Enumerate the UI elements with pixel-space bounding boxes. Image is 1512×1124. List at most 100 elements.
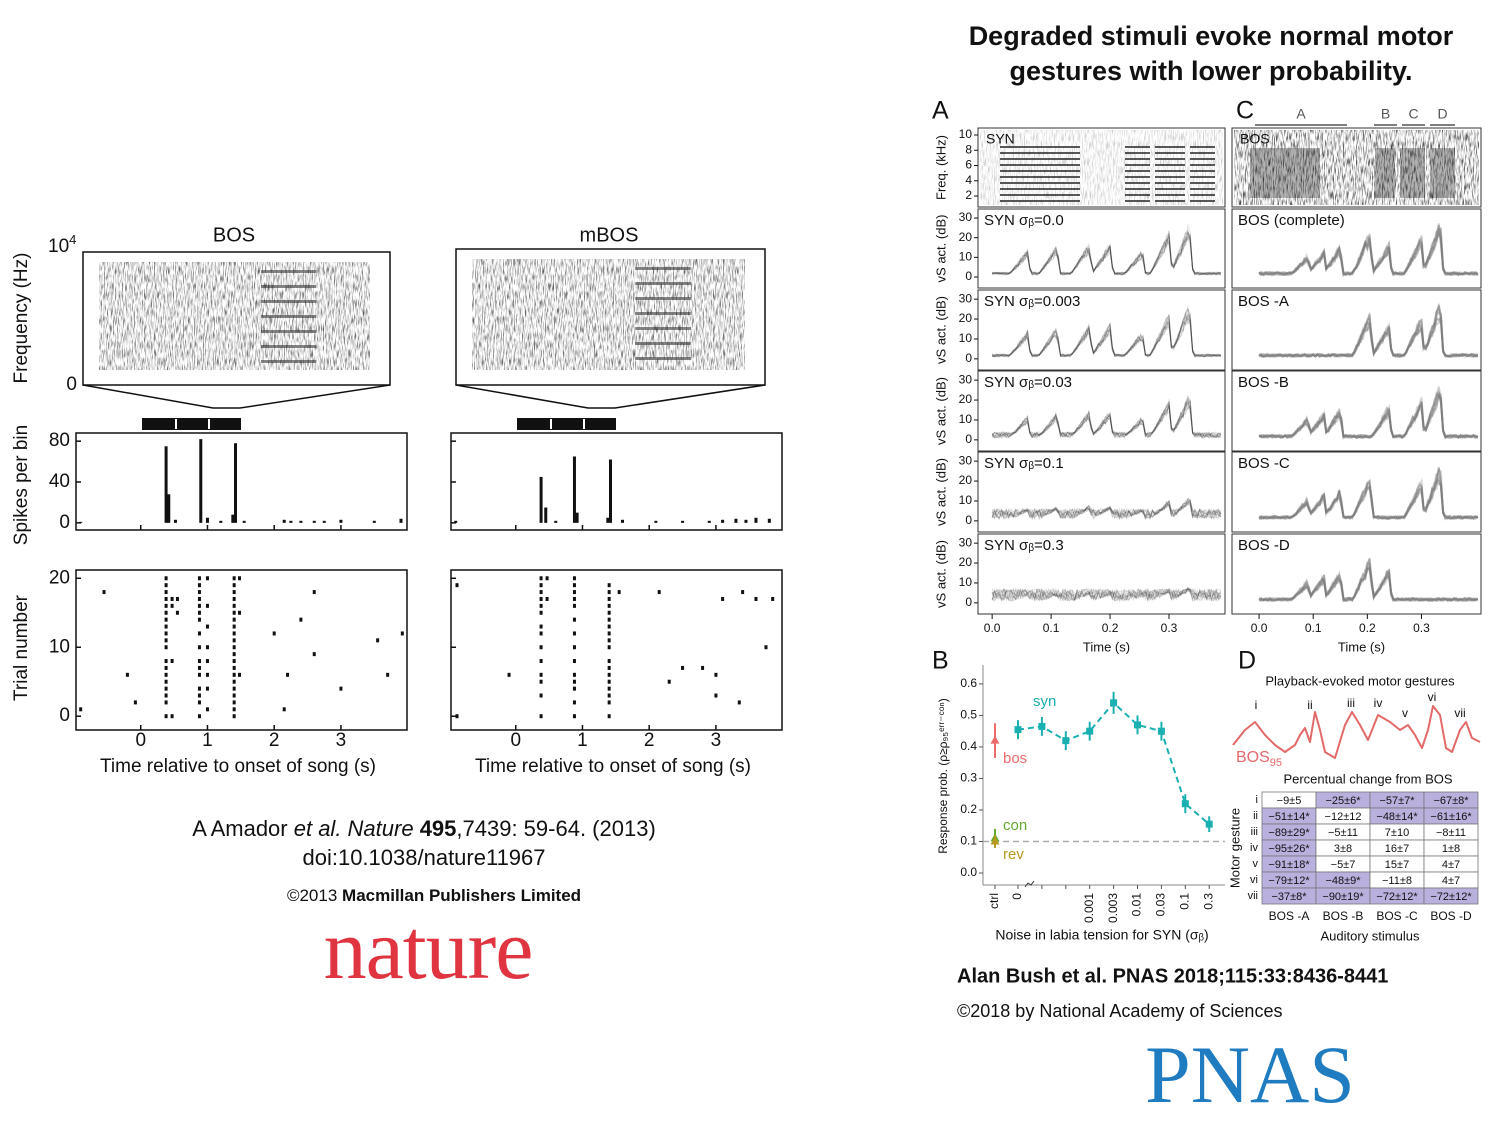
- y-tick-label: 20: [49, 567, 70, 588]
- gesture-label: v: [1402, 706, 1408, 720]
- harmonic: [1000, 158, 1080, 160]
- vs-trace: [992, 308, 1222, 358]
- spike-dot: [607, 638, 611, 643]
- spike-dot: [197, 714, 201, 719]
- spike-dot: [197, 603, 201, 608]
- y-tick-label: 10: [959, 127, 973, 141]
- spike-dot: [607, 596, 611, 601]
- harmonic: [1000, 200, 1080, 202]
- y-tick-label: 0: [59, 512, 70, 533]
- row-label: SYN σᵦ=0.003: [984, 293, 1080, 310]
- y-tick-label: 20: [959, 555, 973, 569]
- y-tick-label: 80: [49, 430, 70, 451]
- spike-dot: [572, 603, 576, 608]
- row-frame: [977, 127, 1226, 208]
- row-frame: [977, 451, 1226, 533]
- motor-trace: [1232, 705, 1481, 759]
- spike-dot: [232, 693, 236, 698]
- vs-trace: [1258, 467, 1479, 521]
- harmonic: [1155, 164, 1185, 166]
- vs-trace: [992, 499, 1222, 521]
- spike-bar: [681, 520, 685, 523]
- panel-letter: B: [932, 647, 949, 675]
- vs-trace: [991, 232, 1222, 276]
- table-cell-text: −95±26*: [1268, 843, 1310, 855]
- pnas-logo: PNAS: [1145, 1029, 1355, 1120]
- harmonic: [1155, 176, 1185, 178]
- spike-dot: [232, 652, 236, 657]
- y-tick-label: 0: [59, 705, 70, 726]
- harmonic: [1000, 182, 1080, 184]
- spike-dot: [572, 659, 576, 664]
- x-tick-label: 0.3: [1413, 621, 1430, 635]
- vs-trace: [991, 400, 1222, 439]
- spike-dot: [232, 679, 236, 684]
- vs-trace: [991, 312, 1222, 358]
- row-frame: [1231, 451, 1482, 533]
- vs-trace: [1258, 560, 1479, 603]
- table-cell-text: 4±7: [1442, 859, 1460, 871]
- spike-dot: [164, 679, 168, 684]
- spike-dot: [205, 624, 209, 629]
- spike-dot: [539, 624, 543, 629]
- row-label: vi: [1250, 874, 1258, 886]
- vs-trace: [1258, 224, 1479, 277]
- table-cell-text: 15±7: [1385, 859, 1409, 871]
- vs-trace: [1258, 468, 1479, 521]
- harmonic: [1000, 188, 1080, 190]
- point: [990, 836, 1000, 845]
- spectrogram-label: SYN: [986, 131, 1015, 147]
- spike-dot: [607, 693, 611, 698]
- vs-trace: [991, 231, 1222, 276]
- spike-dot: [539, 576, 543, 581]
- nature-logo: nature: [324, 901, 533, 997]
- song-bar: [142, 418, 241, 430]
- vs-trace: [1258, 223, 1479, 278]
- vs-trace: [991, 400, 1222, 439]
- spike-dot: [721, 596, 725, 601]
- spike-dot: [170, 596, 174, 601]
- spike-dot: [714, 672, 718, 677]
- spike-bar: [219, 520, 223, 523]
- table-cell: [1423, 887, 1479, 905]
- spike-dot: [286, 672, 290, 677]
- panel-title: mBOS: [580, 224, 639, 246]
- vs-trace: [991, 502, 1222, 521]
- row-frame: [1231, 370, 1482, 452]
- x-tick-label: 0.03: [1154, 893, 1168, 917]
- vs-trace: [992, 398, 1221, 439]
- vs-trace: [991, 588, 1222, 602]
- spike-bar: [233, 443, 237, 523]
- spike-dot: [737, 700, 741, 705]
- spike-dot: [164, 659, 168, 664]
- vs-trace: [991, 587, 1222, 602]
- table-cell-text: 16±7: [1385, 843, 1409, 855]
- vs-trace: [991, 307, 1222, 358]
- y-tick-label: 30: [959, 535, 973, 549]
- spike-bar: [79, 521, 83, 523]
- vs-trace: [1258, 558, 1479, 603]
- harmonic: [1155, 194, 1185, 196]
- x-axis-label: Time relative to onset of song (s): [475, 756, 751, 777]
- table-cell-text: −57±7*: [1379, 795, 1415, 807]
- harmonic: [1155, 182, 1185, 184]
- row-label: SYN σᵦ=0.3: [984, 537, 1064, 554]
- harmonic: [1125, 176, 1150, 178]
- vs-trace: [991, 232, 1221, 276]
- harmonic: [635, 297, 691, 300]
- x-axis-label: Auditory stimulus: [1321, 928, 1420, 943]
- harmonic: [1125, 146, 1150, 148]
- harmonic: [1125, 170, 1150, 172]
- spike-dot: [714, 693, 718, 698]
- x-tick-label: 0.0: [984, 621, 1001, 635]
- x-axis-label: Time relative to onset of song (s): [100, 756, 376, 777]
- row-panel: [977, 451, 1226, 533]
- spike-dot: [539, 659, 543, 664]
- harmonic: [1000, 194, 1080, 196]
- slide-title: Degraded stimuli evoke normal motor: [969, 21, 1454, 51]
- spike-bar: [572, 456, 576, 523]
- harmonic: [635, 342, 691, 345]
- spike-dot: [232, 659, 236, 664]
- x-tick-label: 0.3: [1201, 893, 1215, 910]
